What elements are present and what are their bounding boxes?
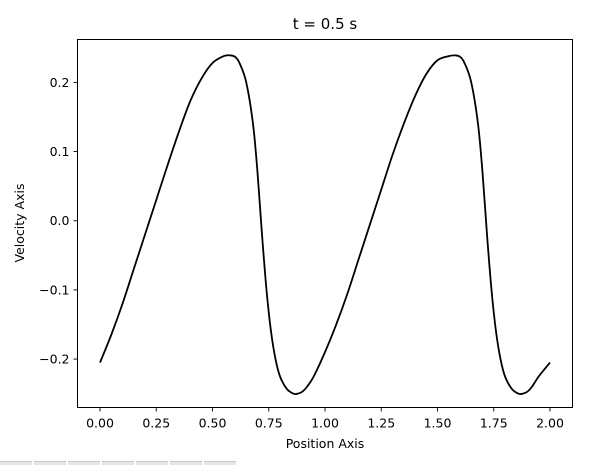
y-tick-label: −0.2 [39,352,69,367]
toolbar-button[interactable] [68,461,100,465]
x-tick-label: 2.00 [536,416,564,431]
x-tick-label: 0.25 [142,416,170,431]
x-tick-label: 0.00 [86,416,114,431]
toolbar-button[interactable] [170,461,202,465]
toolbar-button[interactable] [136,461,168,465]
y-tick-label: 0.0 [50,213,70,228]
toolbar-button[interactable] [0,461,32,465]
y-tick-label: 0.2 [50,75,70,90]
y-tick-label: 0.1 [50,144,70,159]
data-layer [99,54,551,396]
x-tick-label: 0.50 [199,416,227,431]
x-tick-label: 1.25 [367,416,395,431]
y-tick-label: −0.1 [39,282,69,297]
ticks-layer: 0.00 0.25 0.50 0.75 1.00 1.25 1.50 1.75 2.00 −0.2… [39,75,564,431]
y-axis-label: Velocity Axis [12,184,27,263]
x-tick-label: 0.75 [255,416,283,431]
toolbar-button[interactable] [34,461,66,465]
x-axis-label: Position Axis [286,436,365,451]
x-tick-label: 1.75 [480,416,508,431]
toolbar-button[interactable] [102,461,134,465]
bottom-toolbar-strip [0,461,605,465]
series-line [99,54,551,396]
toolbar-button[interactable] [204,461,236,465]
x-tick-label: 1.00 [311,416,339,431]
plot-area-frame [77,39,573,408]
x-tick-label: 1.50 [424,416,452,431]
chart-title: t = 0.5 s [293,15,358,33]
